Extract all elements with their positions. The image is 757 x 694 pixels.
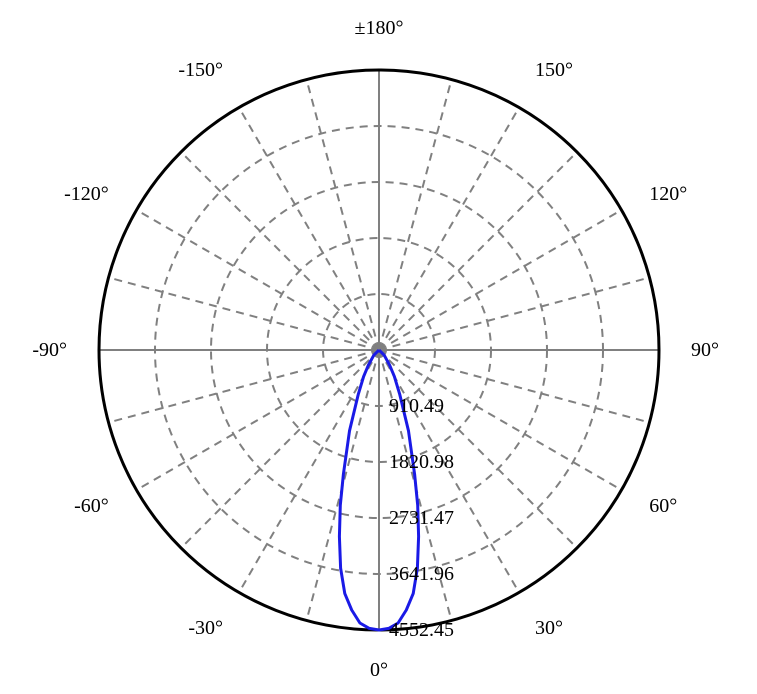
radial-label: 1820.98: [389, 451, 454, 473]
angle-label: 90°: [691, 339, 719, 361]
angle-label: -30°: [188, 617, 223, 639]
angle-label: 60°: [649, 495, 677, 517]
grid-spoke: [109, 278, 379, 350]
grid-spoke: [239, 350, 379, 592]
angle-label: 120°: [649, 183, 687, 205]
angle-label: 30°: [535, 617, 563, 639]
angle-label: 0°: [370, 659, 388, 681]
grid-spoke: [109, 350, 379, 422]
grid-spoke: [181, 152, 379, 350]
grid-spoke: [181, 350, 379, 548]
grid-spoke: [379, 152, 577, 350]
grid-spoke: [379, 80, 451, 350]
grid-spoke: [307, 80, 379, 350]
angle-label: -150°: [178, 59, 223, 81]
grid-spoke: [379, 108, 519, 350]
angle-label: 150°: [535, 59, 573, 81]
angle-label: -120°: [64, 183, 109, 205]
radial-label: 4552.45: [389, 619, 454, 641]
angle-label: -60°: [74, 495, 109, 517]
grid-spoke: [239, 108, 379, 350]
radial-label: 910.49: [389, 395, 444, 417]
radial-label: 2731.47: [389, 507, 454, 529]
grid-spoke: [137, 210, 379, 350]
radial-label: 3641.96: [389, 563, 454, 585]
grid-spoke: [379, 210, 621, 350]
angle-label: ±180°: [355, 17, 404, 39]
grid-spoke: [379, 278, 649, 350]
polar-chart: 0° 30° 60° 90° 120° 150° ±180° -150° -120° -90° -6…: [0, 0, 757, 694]
angle-label: -90°: [32, 339, 67, 361]
